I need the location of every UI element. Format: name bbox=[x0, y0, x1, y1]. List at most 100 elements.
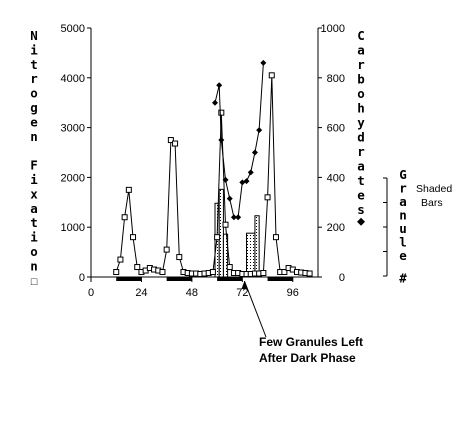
granule-axis-symbol: # bbox=[399, 271, 407, 286]
nitrogen-point bbox=[159, 269, 166, 276]
left-axis-title-char: n bbox=[30, 258, 38, 273]
right-axis-title-char: a bbox=[357, 159, 365, 174]
left-tick-label: 5000 bbox=[61, 23, 85, 35]
granule-bar-3 bbox=[246, 232, 256, 278]
granule-axis-title-char: n bbox=[399, 208, 407, 223]
nitrogen-point bbox=[176, 254, 183, 261]
granule-axis-title-char: G bbox=[399, 167, 407, 182]
nitrogen-point bbox=[218, 109, 225, 116]
nitrogen-point bbox=[134, 264, 141, 271]
right-axis-title-char: t bbox=[357, 173, 365, 188]
dark-phase-bar-0 bbox=[116, 277, 142, 281]
carbohydrate-point bbox=[243, 178, 250, 185]
granule-bar-1 bbox=[218, 188, 224, 278]
left-axis-title-char: r bbox=[30, 71, 38, 86]
nitrogen-point bbox=[130, 234, 137, 241]
granule-bar-4 bbox=[254, 215, 260, 278]
x-tick-label: 0 bbox=[88, 287, 94, 299]
right-axis-title-char: y bbox=[357, 115, 365, 130]
granule-axis-title-char: u bbox=[399, 221, 407, 236]
right-axis-title-char: a bbox=[357, 43, 365, 58]
nitrogen-point bbox=[172, 140, 179, 147]
left-axis-title-char: n bbox=[30, 129, 38, 144]
nitrogen-point bbox=[281, 269, 288, 276]
left-tick-label: 4000 bbox=[61, 73, 85, 85]
right-axis-title-char: o bbox=[357, 86, 365, 101]
granule-note-line-1: Shaded bbox=[416, 183, 452, 195]
right-axis-title-char: e bbox=[357, 188, 365, 203]
carbohydrate-point bbox=[230, 214, 237, 221]
left-axis-title-char: g bbox=[30, 100, 38, 115]
left-axis-title-char: N bbox=[30, 28, 38, 43]
right-tick-label: 400 bbox=[327, 172, 345, 184]
right-axis-title-char: d bbox=[357, 130, 365, 145]
left-axis-title-char: o bbox=[30, 244, 38, 259]
right-tick-label: 1000 bbox=[321, 23, 345, 35]
nitrogen-point bbox=[163, 246, 170, 253]
nitrogen-point bbox=[125, 186, 132, 193]
right-axis-title-char: s bbox=[357, 202, 365, 217]
granule-axis-title: Granule bbox=[399, 167, 407, 263]
x-tick-label: 24 bbox=[135, 287, 147, 299]
granule-note-line-2: Bars bbox=[421, 197, 443, 209]
carbohydrate-point bbox=[222, 176, 229, 183]
right-tick-label: 600 bbox=[327, 123, 345, 135]
nitrogen-point bbox=[113, 269, 120, 276]
nitrogen-point bbox=[214, 234, 221, 241]
left-tick-label: 1000 bbox=[61, 222, 85, 234]
granule-axis-title-char: e bbox=[399, 248, 407, 263]
annotation-line-2: After Dark Phase bbox=[259, 351, 356, 365]
right-axis-title-char: h bbox=[357, 101, 365, 116]
left-tick-label: 3000 bbox=[61, 123, 85, 135]
annotation-arrowhead bbox=[241, 281, 248, 289]
dark-phase-bar-2 bbox=[217, 277, 243, 281]
nitrogen-point bbox=[260, 270, 267, 277]
dark-phase-bar-3 bbox=[267, 277, 293, 281]
x-tick-label: 72 bbox=[236, 287, 248, 299]
right-tick-label: 0 bbox=[339, 272, 345, 284]
carbohydrate-point bbox=[212, 99, 219, 106]
carbohydrate-point bbox=[247, 169, 254, 176]
carbohydrate-point bbox=[260, 59, 267, 66]
carbohydrate-point bbox=[226, 195, 233, 202]
granule-axis-title-char: a bbox=[399, 194, 407, 209]
left-axis-title-char: o bbox=[30, 86, 38, 101]
nitrogen-point bbox=[268, 72, 275, 79]
right-axis-title-char: b bbox=[357, 72, 365, 87]
nitrogen-point bbox=[222, 221, 229, 228]
right-axis-title-char: r bbox=[357, 57, 365, 72]
nitrogen-point bbox=[226, 264, 233, 271]
left-axis-title-char: F bbox=[30, 158, 38, 173]
nitrogen-point bbox=[121, 214, 128, 221]
right-tick-label: 200 bbox=[327, 222, 345, 234]
left-axis-title-char: t bbox=[30, 215, 38, 230]
nitrogen-point bbox=[117, 256, 124, 263]
left-axis-title-char: i bbox=[30, 42, 38, 57]
x-tick-label: 48 bbox=[186, 287, 198, 299]
granule-axis-title-char: l bbox=[399, 235, 407, 250]
dark-phase-bar-1 bbox=[166, 277, 192, 281]
left-axis-title-char: a bbox=[30, 201, 38, 216]
right-tick-label: 800 bbox=[327, 73, 345, 85]
annotation: Few Granules Left After Dark Phase bbox=[241, 280, 363, 365]
series-line-0 bbox=[115, 75, 310, 275]
left-axis-title-char: i bbox=[30, 230, 38, 245]
left-axis-marker-symbol: □ bbox=[31, 276, 38, 288]
annotation-arrow-line bbox=[243, 280, 267, 338]
left-tick-label: 2000 bbox=[61, 172, 85, 184]
right-axis-title-char: C bbox=[357, 28, 365, 43]
right-axis-marker-symbol: ◆ bbox=[357, 216, 366, 228]
left-axis-title-char: i bbox=[30, 172, 38, 187]
annotation-line-1: Few Granules Left bbox=[259, 335, 363, 349]
nitrogen-point bbox=[264, 194, 271, 201]
left-axis-title-char: t bbox=[30, 57, 38, 72]
carbohydrate-point bbox=[216, 82, 223, 89]
nitrogen-point bbox=[209, 269, 216, 276]
left-axis-title-char: e bbox=[30, 114, 38, 129]
carbohydrate-point bbox=[251, 149, 258, 156]
left-axis-title-char: x bbox=[30, 186, 38, 201]
granule-axis-title-char: r bbox=[399, 181, 407, 196]
